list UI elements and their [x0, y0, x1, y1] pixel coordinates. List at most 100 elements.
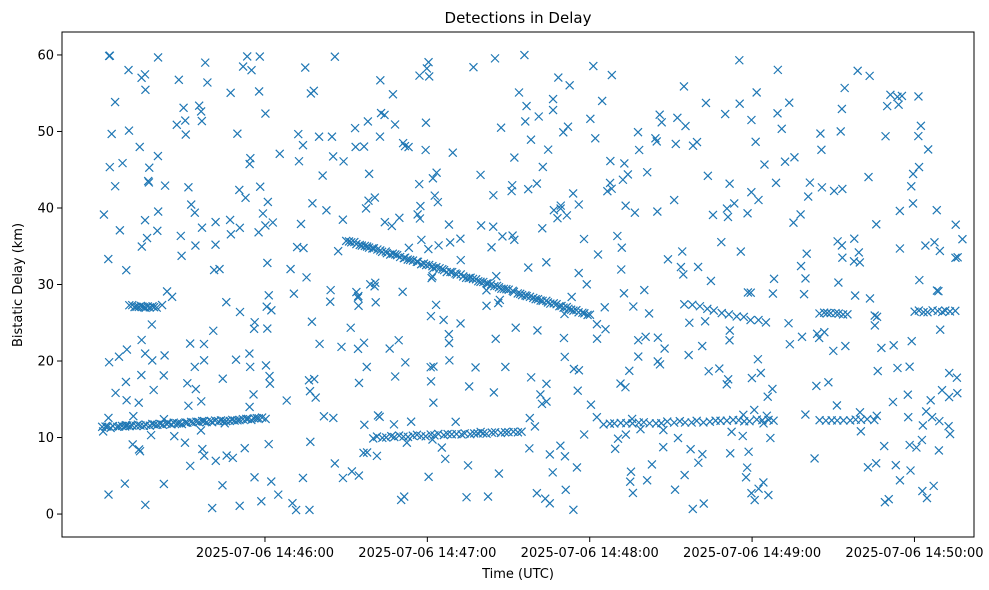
data-point	[913, 131, 923, 141]
data-point	[228, 453, 238, 463]
data-point	[780, 157, 790, 167]
data-point	[146, 430, 156, 440]
data-point	[520, 50, 529, 60]
data-point	[722, 204, 732, 213]
y-axis-label: Bistatic Delay (km)	[11, 223, 26, 347]
data-point	[412, 257, 422, 267]
data-point	[724, 310, 734, 319]
data-point	[747, 115, 756, 125]
data-point	[110, 181, 120, 191]
data-point	[934, 416, 944, 426]
data-point	[185, 461, 195, 471]
data-point	[863, 462, 873, 472]
data-point	[263, 197, 273, 207]
data-point	[142, 233, 152, 243]
y-tick-label: 40	[37, 201, 54, 216]
data-point	[174, 75, 184, 85]
data-point	[258, 209, 268, 218]
data-point	[675, 416, 685, 426]
x-tick-label: 2025-07-06 14:48:00	[521, 546, 659, 561]
data-point	[266, 305, 276, 315]
data-point	[671, 139, 681, 149]
data-point	[543, 145, 553, 155]
data-point	[330, 458, 340, 468]
data-point	[619, 159, 629, 168]
data-point	[424, 72, 434, 81]
data-point	[385, 344, 395, 353]
data-point	[275, 149, 285, 159]
data-point	[837, 104, 847, 114]
data-point	[471, 362, 480, 372]
data-point	[542, 397, 551, 406]
data-point	[548, 94, 558, 104]
data-point	[918, 420, 928, 430]
data-point	[617, 243, 627, 253]
data-point	[421, 118, 431, 128]
data-point	[751, 137, 761, 147]
data-point	[444, 355, 454, 365]
data-point	[282, 396, 292, 405]
chart-title: Detections in Delay	[445, 9, 592, 27]
data-point	[466, 273, 475, 283]
data-point	[642, 167, 652, 177]
y-tick-label: 0	[46, 508, 54, 523]
data-point	[289, 289, 299, 299]
data-point	[128, 411, 138, 421]
data-point	[545, 498, 555, 508]
data-point	[346, 323, 356, 333]
data-point	[592, 412, 602, 422]
data-point	[500, 362, 510, 372]
data-point	[645, 418, 655, 428]
data-point	[184, 401, 193, 411]
data-point	[626, 467, 636, 477]
data-point	[633, 335, 643, 345]
data-point	[402, 438, 412, 448]
data-point	[353, 293, 363, 302]
data-point	[879, 441, 889, 451]
data-point	[218, 480, 227, 490]
data-point	[684, 350, 694, 360]
data-point	[574, 268, 584, 278]
data-point	[124, 300, 134, 310]
data-point	[121, 265, 131, 275]
data-point	[526, 372, 536, 382]
data-point	[121, 420, 131, 430]
data-point	[181, 130, 191, 139]
data-point	[226, 229, 236, 239]
data-point	[446, 267, 455, 277]
data-point	[199, 355, 209, 365]
data-point	[893, 363, 902, 373]
data-point	[415, 201, 425, 211]
data-point	[658, 425, 668, 435]
data-point	[153, 151, 163, 161]
data-point	[623, 170, 633, 179]
data-point	[359, 420, 369, 430]
data-point	[370, 281, 380, 291]
data-point	[110, 97, 120, 107]
data-point	[754, 484, 764, 494]
data-point	[137, 335, 147, 345]
data-point	[607, 70, 617, 80]
data-point	[200, 58, 210, 68]
data-point	[812, 329, 822, 339]
data-point	[373, 411, 383, 420]
data-point	[255, 52, 265, 62]
data-point	[147, 356, 157, 365]
data-point	[296, 219, 306, 229]
data-point	[524, 443, 534, 453]
data-point	[476, 170, 485, 180]
data-point	[586, 400, 596, 410]
data-point	[522, 101, 531, 111]
data-point	[621, 382, 630, 392]
data-point	[426, 311, 436, 321]
data-point	[211, 456, 221, 466]
data-point	[338, 215, 348, 225]
data-point	[194, 417, 204, 427]
data-point	[822, 308, 832, 318]
data-point	[624, 366, 634, 376]
data-point	[767, 384, 777, 394]
data-point	[838, 309, 848, 319]
data-point	[923, 307, 932, 317]
data-point	[157, 300, 167, 310]
data-point	[653, 333, 663, 343]
